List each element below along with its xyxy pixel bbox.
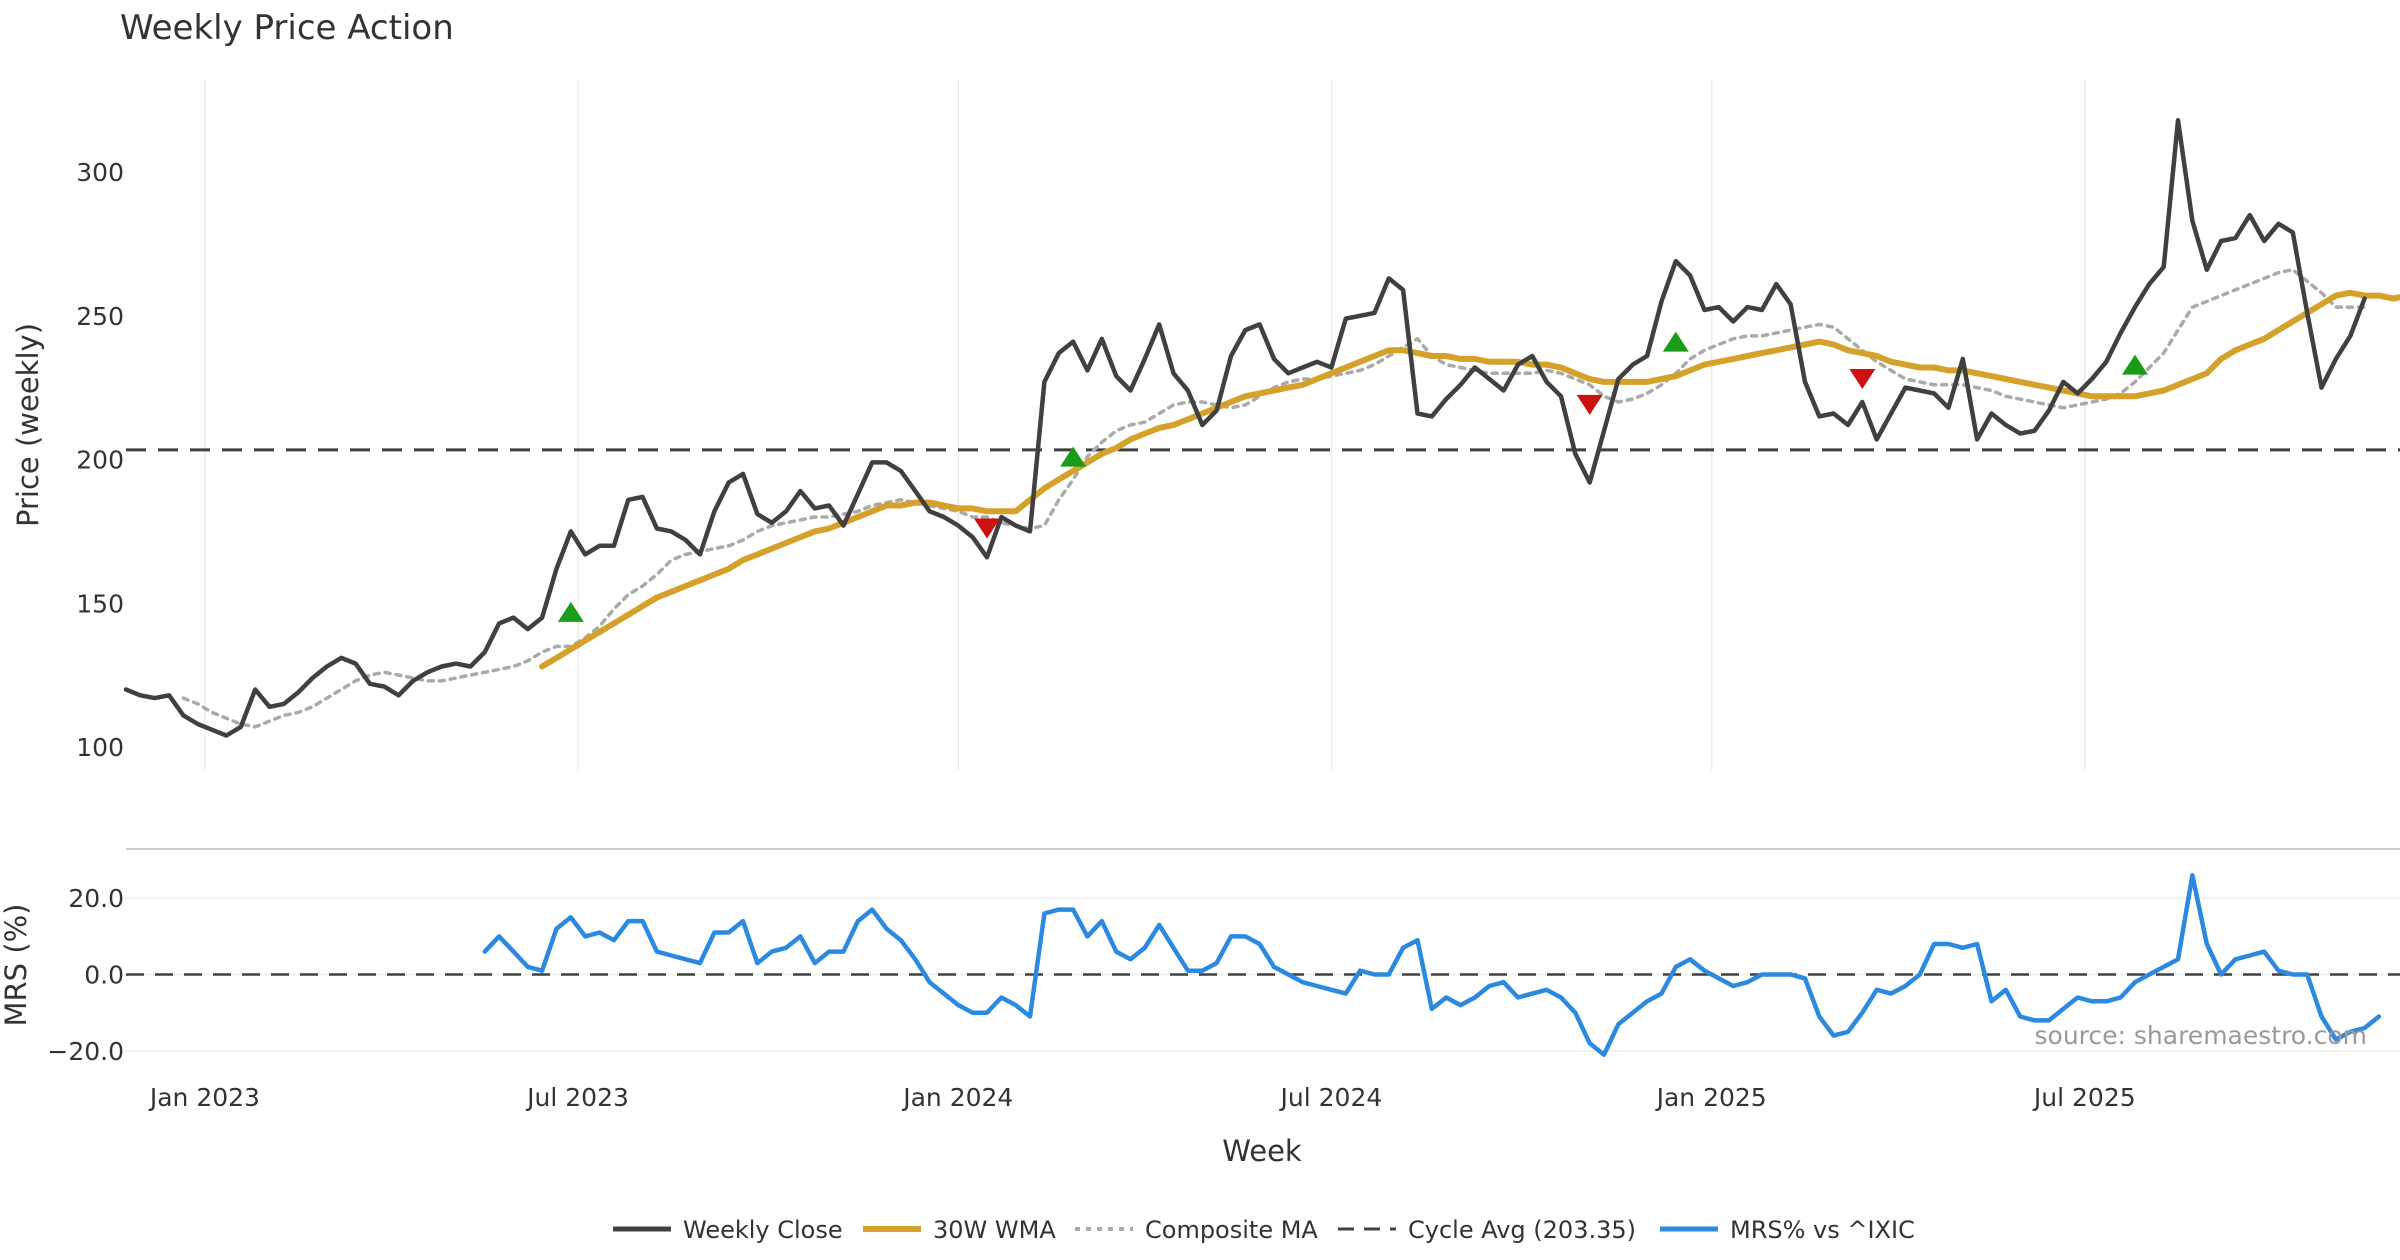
buy-signal-marker	[1662, 331, 1689, 352]
price-y-tick-label: 200	[76, 446, 124, 475]
price-y-tick-label: 100	[76, 733, 124, 762]
x-ticks: Jan 2023 Jul 2023 Jan 2024 Jul 2024 Jan 2025…	[148, 1083, 2136, 1112]
price-y-tick-label: 150	[76, 589, 124, 618]
price-y-axis-label: Price (weekly)	[11, 323, 45, 527]
buy-signal-marker	[1060, 446, 1087, 467]
mrs-y-tick-label: 20.0	[68, 884, 124, 913]
price-series-group	[123, 118, 2400, 738]
x-axis-label: Week	[1222, 1134, 1302, 1168]
sell-signal-marker	[974, 518, 1000, 539]
x-tick-label: Jan 2023	[148, 1083, 260, 1112]
chart-title: Weekly Price Action	[120, 8, 454, 48]
legend-label: Weekly Close	[683, 1216, 843, 1244]
legend-label: 30W WMA	[933, 1216, 1056, 1244]
x-tick-label: Jul 2023	[525, 1083, 629, 1112]
weekly-close-line	[123, 118, 2367, 738]
sell-signal-marker	[1849, 369, 1876, 389]
legend-label: Composite MA	[1145, 1216, 1318, 1244]
mrs-line	[482, 873, 2382, 1057]
sell-signal-marker	[1576, 394, 1603, 415]
buy-signal-marker	[2122, 354, 2148, 375]
signal-markers	[557, 331, 2148, 622]
source-note: source: sharemaestro.com	[2035, 1021, 2368, 1050]
price-y-tick-label: 250	[76, 302, 124, 331]
price-y-ticks: 100 150 200 250 300	[76, 158, 124, 762]
composite-ma-line	[181, 268, 2367, 729]
buy-signal-marker	[557, 601, 584, 622]
mrs-y-tick-label: 0.0	[84, 961, 124, 990]
x-tick-label: Jul 2025	[2032, 1083, 2136, 1112]
legend: Weekly Close 30W WMA Composite MA Cycle Avg…	[613, 1216, 1915, 1244]
x-tick-label: Jul 2024	[1279, 1083, 1383, 1112]
price-y-tick-label: 300	[76, 158, 124, 187]
legend-label: MRS% vs ^IXIC	[1730, 1216, 1915, 1244]
vertical-gridlines	[204, 80, 2086, 770]
wma-line	[539, 289, 2400, 670]
x-tick-label: Jan 2025	[1655, 1083, 1767, 1112]
mrs-y-tick-label: −20.0	[47, 1037, 124, 1066]
mrs-series-group	[482, 873, 2382, 1057]
legend-label: Cycle Avg (203.35)	[1408, 1216, 1636, 1244]
mrs-y-axis-label: MRS (%)	[0, 904, 33, 1027]
x-tick-label: Jan 2024	[901, 1083, 1013, 1112]
